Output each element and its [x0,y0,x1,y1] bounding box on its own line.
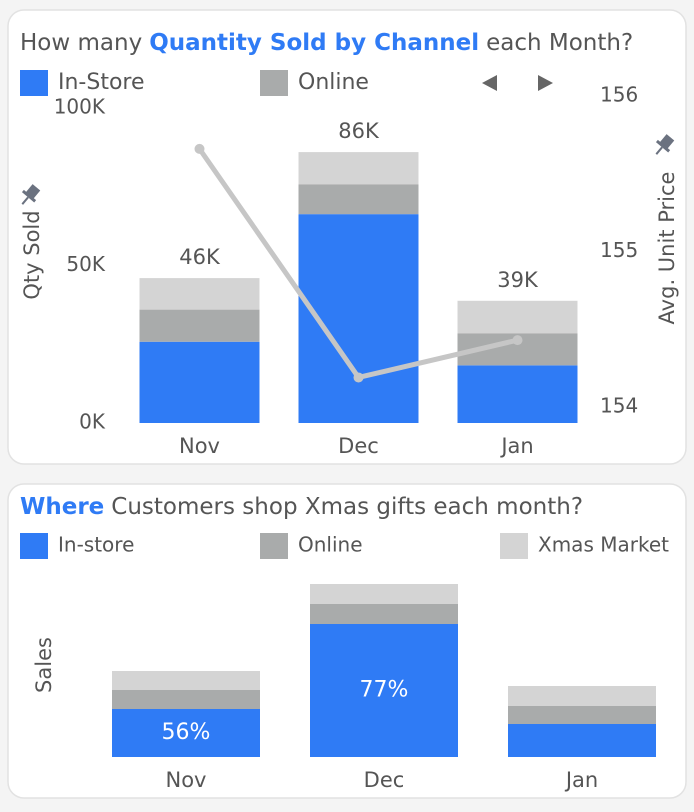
y2-tick-label: 155 [600,238,638,262]
bar-segment [508,724,656,757]
x-tick-label: Nov [179,434,220,458]
title-part: How many [20,30,142,56]
legend-swatch [20,70,48,96]
bar-segment [112,671,260,690]
bar-segment [112,709,260,757]
x-tick-label: Dec [364,768,405,792]
line-point [194,143,205,154]
total-label: 39K [497,268,539,292]
bar-segment [298,184,419,215]
x-tick-label: Nov [166,768,207,792]
chart-title: How many Quantity Sold by Channel each Mon… [20,30,633,56]
legend-label: Online [298,533,363,557]
chart-title: Where Customers shop Xmas gifts each mont… [20,494,583,520]
legend-label: In-store [58,533,134,557]
bar-segment [310,584,458,604]
line-point [353,372,364,383]
bar-segment [310,604,458,624]
x-tick-label: Dec [338,434,379,458]
bar-segment [457,300,578,334]
title-part: Where [20,494,104,520]
legend-prev[interactable] [482,75,497,91]
total-label: 46K [179,245,221,269]
legend-label: Online [298,70,369,95]
x-tick-label: Jan [499,434,533,458]
legend-swatch [260,533,288,559]
data-label: 56% [162,720,211,745]
pin-icon[interactable] [650,132,676,159]
y-axis-label: Qty Sold [20,210,44,299]
legend-swatch [20,533,48,559]
legend-label: Xmas Market [538,533,669,557]
y-tick-label: 50K [66,252,105,276]
bar-segment [457,365,578,423]
legend-swatch [260,70,288,96]
y2-tick-label: 156 [600,83,638,107]
y-tick-label: 0K [79,410,106,434]
bar-segment [508,706,656,724]
data-label: 77% [360,678,409,703]
legend-next[interactable] [538,75,553,91]
bar-segment [310,624,458,757]
total-label: 86K [338,119,380,143]
bar-segment [139,341,260,423]
legend-swatch [500,533,528,559]
y-axis-label: Sales [32,637,56,693]
y-tick-label: 100K [54,95,106,119]
bar-segment [139,278,260,310]
bar-segment [139,309,260,342]
line-point [512,335,523,346]
pin-icon[interactable] [16,182,42,209]
y2-tick-label: 154 [600,394,638,418]
bar-segment [298,152,419,185]
bar-segment [508,686,656,706]
legend-label: In-Store [58,70,145,95]
y2-axis-label: Avg. Unit Price [655,172,679,325]
bar-segment [112,690,260,709]
x-tick-label: Jan [564,768,598,792]
title-part: Quantity Sold by Channel [149,30,479,56]
title-part: each Month? [486,30,633,56]
title-part: Customers shop Xmas gifts each month? [111,494,583,520]
